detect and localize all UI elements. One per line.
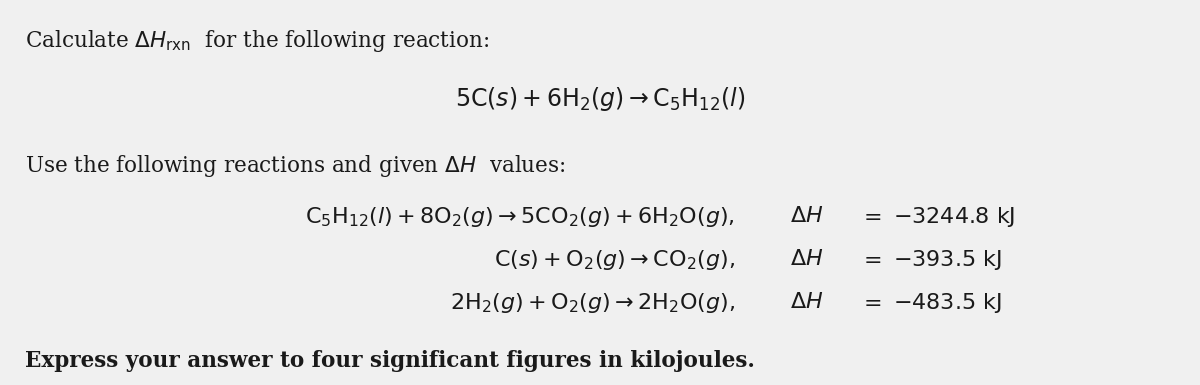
Text: $2\mathrm{H_2}(g) + \mathrm{O_2}(g) \rightarrow 2\mathrm{H_2O}(g),$: $2\mathrm{H_2}(g) + \mathrm{O_2}(g) \rig… — [450, 291, 734, 315]
Text: Calculate $\Delta H_{\mathrm{rxn}}$  for the following reaction:: Calculate $\Delta H_{\mathrm{rxn}}$ for … — [25, 28, 490, 54]
Text: $\Delta H$: $\Delta H$ — [790, 205, 823, 227]
Text: $=$: $=$ — [859, 291, 881, 313]
Text: $-3244.8\ \mathrm{kJ}$: $-3244.8\ \mathrm{kJ}$ — [893, 205, 1015, 229]
Text: $\mathrm{C}(s) + \mathrm{O_2}(g) \rightarrow \mathrm{CO_2}(g),$: $\mathrm{C}(s) + \mathrm{O_2}(g) \righta… — [494, 248, 734, 272]
Text: $\mathrm{C_5H_{12}}(l) + 8\mathrm{O_2}(g) \rightarrow 5\mathrm{CO_2}(g) + 6\math: $\mathrm{C_5H_{12}}(l) + 8\mathrm{O_2}(g… — [305, 205, 734, 229]
Text: Express your answer to four significant figures in kilojoules.: Express your answer to four significant … — [25, 350, 755, 372]
Text: $=$: $=$ — [859, 248, 881, 270]
Text: $\Delta H$: $\Delta H$ — [790, 248, 823, 270]
Text: $5\mathrm{C}(s) + 6\mathrm{H_2}(g) \rightarrow \mathrm{C_5H_{12}}(l)$: $5\mathrm{C}(s) + 6\mathrm{H_2}(g) \righ… — [455, 85, 745, 113]
Text: $-483.5\ \mathrm{kJ}$: $-483.5\ \mathrm{kJ}$ — [893, 291, 1002, 315]
Text: $\Delta H$: $\Delta H$ — [790, 291, 823, 313]
Text: $=$: $=$ — [859, 205, 881, 227]
Text: $-393.5\ \mathrm{kJ}$: $-393.5\ \mathrm{kJ}$ — [893, 248, 1002, 272]
Text: Use the following reactions and given $\Delta H$  values:: Use the following reactions and given $\… — [25, 153, 565, 179]
